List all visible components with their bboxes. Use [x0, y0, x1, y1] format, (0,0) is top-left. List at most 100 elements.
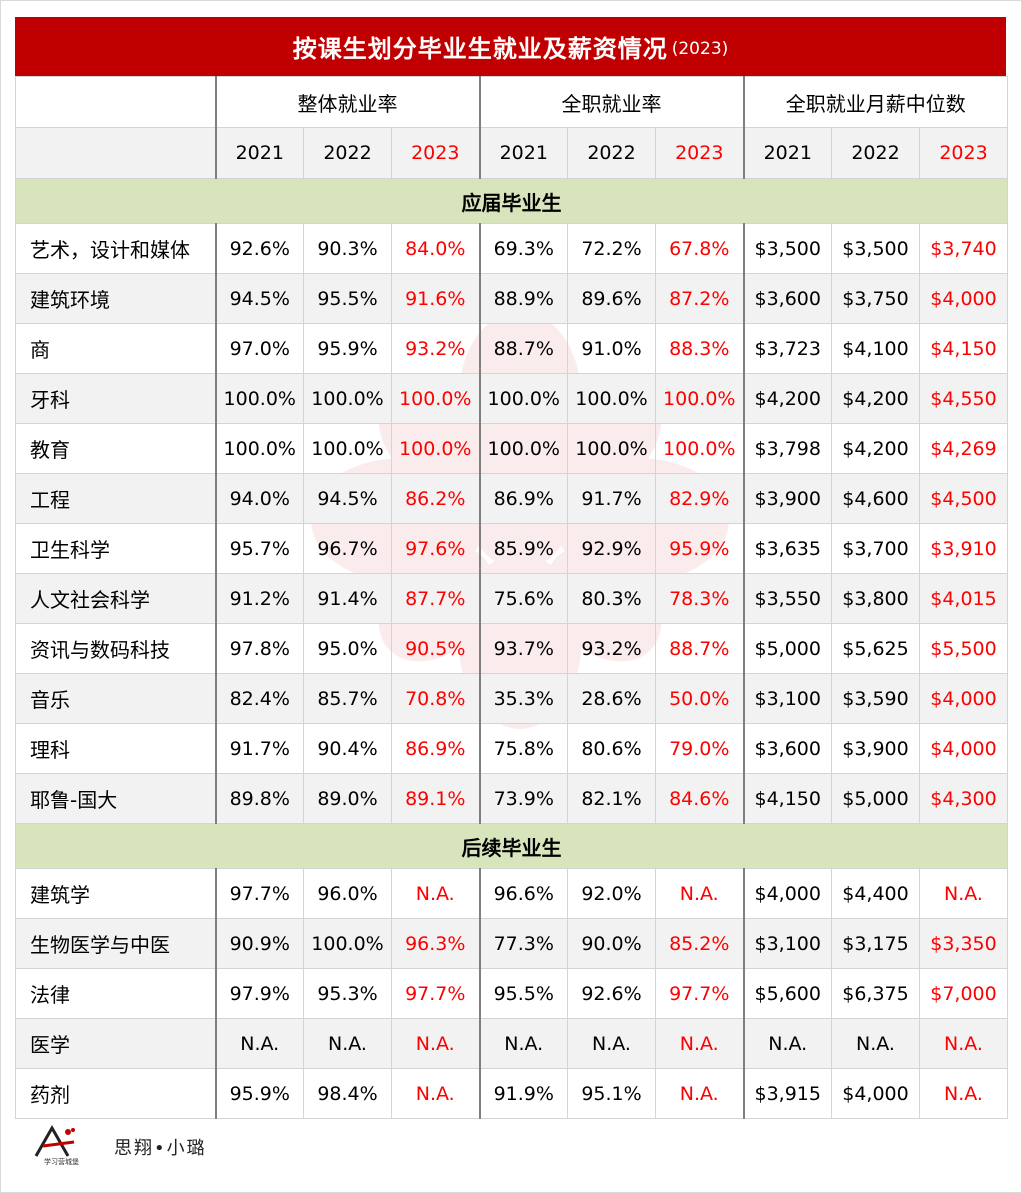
table-cell: 94.5% — [214, 273, 304, 324]
row-label: 法律 — [15, 968, 216, 1019]
table-cell: $7,000 — [919, 968, 1008, 1019]
table-row: 商 97.0% 95.9% 93.2% 88.7% 91.0% 88.3% $3,723 $4,… — [15, 323, 1008, 374]
table-cell: 95.1% — [567, 1068, 656, 1119]
table-cell: 84.0% — [391, 223, 480, 274]
table-cell: 95.0% — [303, 623, 392, 674]
corner-cell — [15, 76, 216, 128]
table-cell: 89.1% — [391, 773, 480, 824]
table-cell: 100.0% — [567, 373, 656, 424]
table-row: 耶鲁-国大 89.8% 89.0% 89.1% 73.9% 82.1% 84.6% $4,15… — [15, 773, 1008, 824]
table-cell: 100.0% — [478, 373, 568, 424]
table-cell: $3,798 — [742, 423, 832, 474]
table-cell: 89.8% — [214, 773, 304, 824]
table-cell: $3,635 — [742, 523, 832, 574]
footer: 学习营城堡 思翔•小璐 — [30, 1124, 207, 1169]
table-cell: $3,350 — [919, 918, 1008, 969]
table-cell: 70.8% — [391, 673, 480, 724]
table-row: 教育 100.0% 100.0% 100.0% 100.0% 100.0% 100.0% $3… — [15, 423, 1008, 474]
table-cell: 96.6% — [478, 868, 568, 919]
row-label: 药剂 — [15, 1068, 216, 1119]
table-cell: $4,400 — [831, 868, 920, 919]
section-header-row: 应届毕业生 — [15, 178, 1008, 224]
table-cell: 69.3% — [478, 223, 568, 274]
row-label: 人文社会科学 — [15, 573, 216, 624]
table-cell: $5,600 — [742, 968, 832, 1019]
table-cell: N.A. — [742, 1018, 832, 1069]
table-cell: 100.0% — [303, 423, 392, 474]
group-header-overall: 整体就业率 — [214, 76, 480, 128]
table-cell: 86.9% — [391, 723, 480, 774]
table-cell: 88.7% — [478, 323, 568, 374]
table-cell: 100.0% — [478, 423, 568, 474]
table-row: 生物医学与中医 90.9% 100.0% 96.3% 77.3% 90.0% 85.2% $3… — [15, 918, 1008, 969]
table-cell: 84.6% — [655, 773, 744, 824]
row-label: 耶鲁-国大 — [15, 773, 216, 824]
table-cell: 94.0% — [214, 473, 304, 524]
table-cell: 91.7% — [214, 723, 304, 774]
year-header: 2022 — [831, 127, 920, 179]
table-cell: $3,600 — [742, 723, 832, 774]
table-cell: 100.0% — [303, 373, 392, 424]
logo-text: 学习营城堡 — [44, 1158, 79, 1166]
table-row: 法律 97.9% 95.3% 97.7% 95.5% 92.6% 97.7% $5,600 $6… — [15, 968, 1008, 1019]
table-row: 音乐 82.4% 85.7% 70.8% 35.3% 28.6% 50.0% $3,100 $3… — [15, 673, 1008, 724]
table-cell: N.A. — [831, 1018, 920, 1069]
group-header-salary: 全职就业月薪中位数 — [742, 76, 1008, 128]
table-cell: 91.4% — [303, 573, 392, 624]
page-title: 按课生划分毕业生就业及薪资情况 — [292, 35, 668, 63]
table-cell: 95.5% — [303, 273, 392, 324]
table-cell: $3,800 — [831, 573, 920, 624]
table-cell: 97.6% — [391, 523, 480, 574]
table-cell: N.A. — [391, 868, 480, 919]
table-cell: 82.9% — [655, 473, 744, 524]
table-cell: 28.6% — [567, 673, 656, 724]
table-cell: $3,600 — [742, 273, 832, 324]
table-cell: 88.3% — [655, 323, 744, 374]
table-cell: 67.8% — [655, 223, 744, 274]
table-cell: 97.9% — [214, 968, 304, 1019]
table-cell: N.A. — [655, 1068, 744, 1119]
table-cell: 85.7% — [303, 673, 392, 724]
row-label: 牙科 — [15, 373, 216, 424]
table-cell: 97.8% — [214, 623, 304, 674]
table-cell: $3,500 — [742, 223, 832, 274]
table-cell: $4,200 — [831, 373, 920, 424]
group-header-fulltime: 全职就业率 — [478, 76, 744, 128]
table-cell: 95.5% — [478, 968, 568, 1019]
table-cell: 91.9% — [478, 1068, 568, 1119]
table-cell: 95.9% — [214, 1068, 304, 1119]
table-cell: 92.9% — [567, 523, 656, 574]
table-cell: N.A. — [391, 1018, 480, 1069]
table-cell: 100.0% — [214, 423, 304, 474]
table-cell: 80.6% — [567, 723, 656, 774]
title-bar: 按课生划分毕业生就业及薪资情况 (2023) — [15, 17, 1006, 76]
year-header: 2023 — [391, 127, 480, 179]
row-label: 建筑环境 — [15, 273, 216, 324]
table-cell: 77.3% — [478, 918, 568, 969]
row-label: 医学 — [15, 1018, 216, 1069]
employment-table: 整体就业率 全职就业率 全职就业月薪中位数 2021 2022 2023 202… — [15, 76, 1008, 1119]
author-signature: 思翔•小璐 — [114, 1137, 207, 1159]
row-label: 艺术，设计和媒体 — [15, 223, 216, 274]
section-title: 应届毕业生 — [15, 178, 1008, 224]
table-cell: $3,740 — [919, 223, 1008, 274]
table-row: 人文社会科学 91.2% 91.4% 87.7% 75.6% 80.3% 78.3% $3,5… — [15, 573, 1008, 624]
table-row: 理科 91.7% 90.4% 86.9% 75.8% 80.6% 79.0% $3,600 $3… — [15, 723, 1008, 774]
table-cell: N.A. — [303, 1018, 392, 1069]
table-cell: 100.0% — [655, 373, 744, 424]
table-cell: N.A. — [919, 868, 1008, 919]
table-cell: 95.3% — [303, 968, 392, 1019]
corner-cell — [15, 127, 216, 179]
table-cell: $3,100 — [742, 918, 832, 969]
table-cell: $4,150 — [742, 773, 832, 824]
table-cell: 92.6% — [214, 223, 304, 274]
table-cell: N.A. — [919, 1018, 1008, 1069]
table-cell: 87.7% — [391, 573, 480, 624]
table-cell: 100.0% — [655, 423, 744, 474]
table-cell: 97.0% — [214, 323, 304, 374]
table-cell: 90.5% — [391, 623, 480, 674]
table-cell: $4,015 — [919, 573, 1008, 624]
table-cell: 97.7% — [391, 968, 480, 1019]
section-title: 后续毕业生 — [15, 823, 1008, 869]
table-cell: N.A. — [567, 1018, 656, 1069]
